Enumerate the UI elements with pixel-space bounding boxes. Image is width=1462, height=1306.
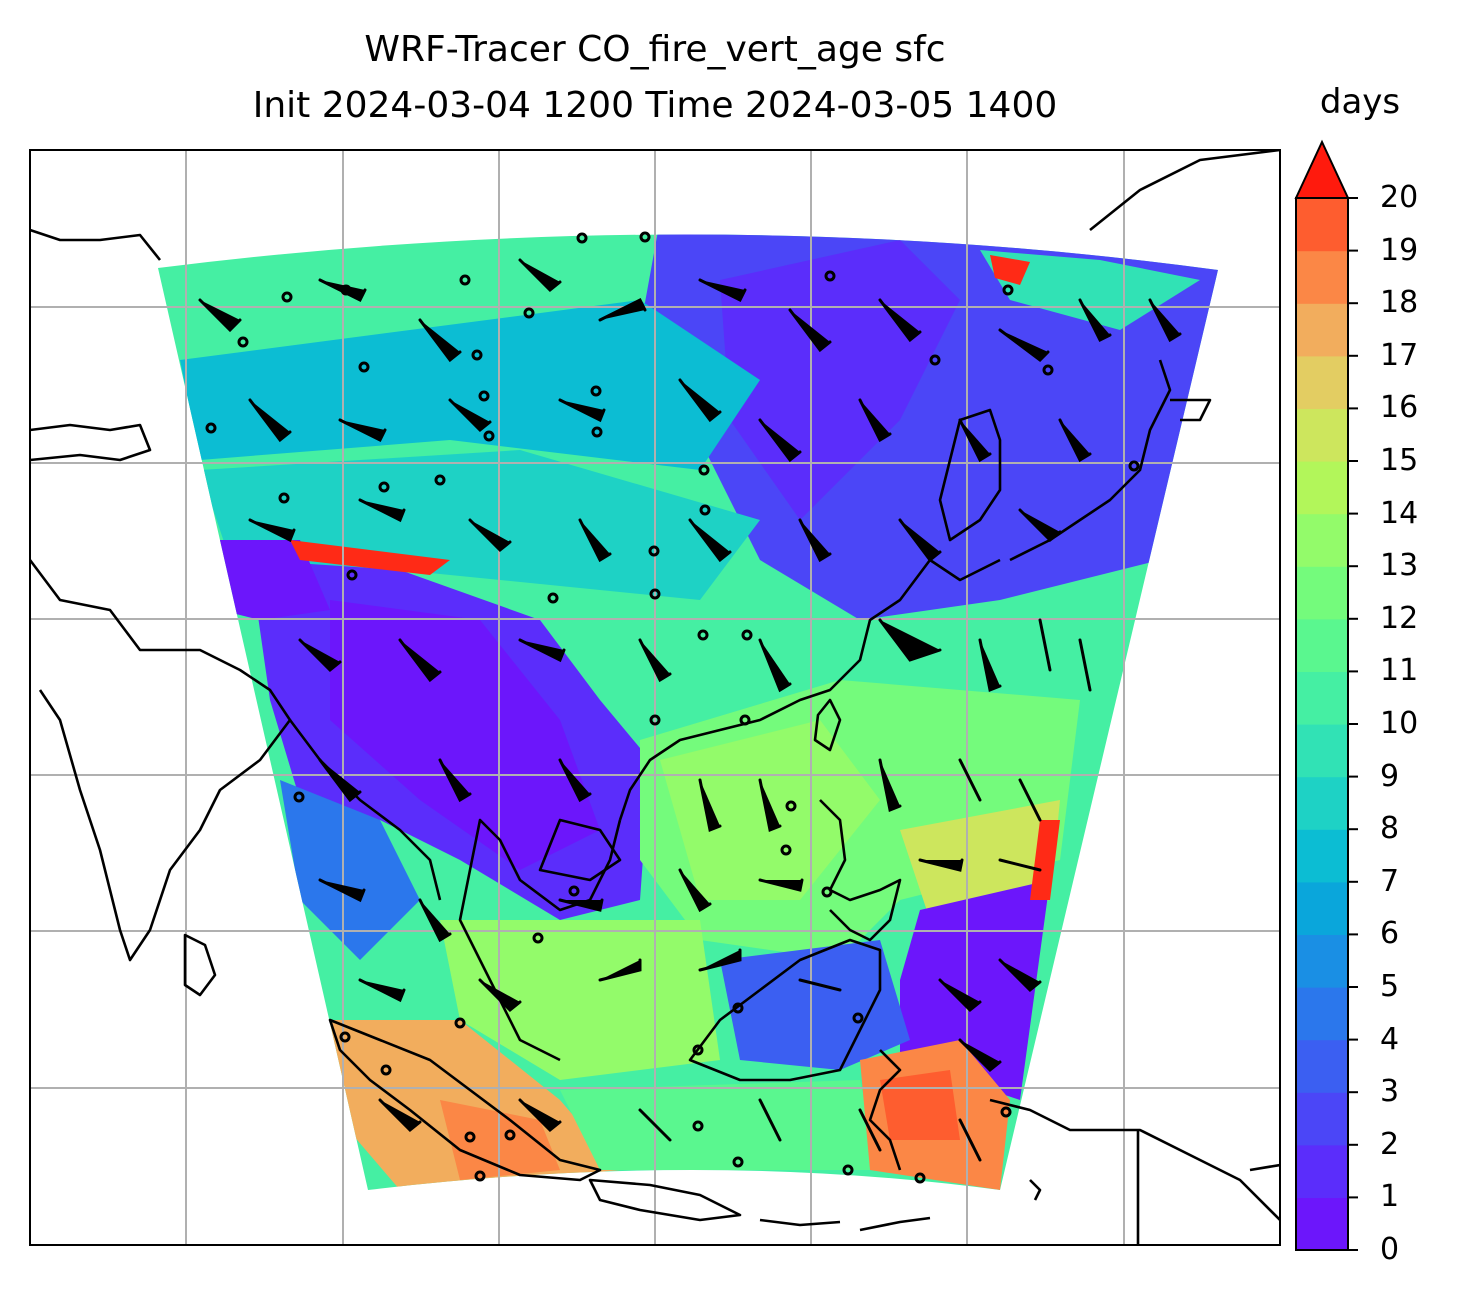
wind-barbs — [198, 258, 1182, 1162]
colorbar-extend-arrow — [1294, 139, 1350, 199]
colorbar-tick-label: 5 — [1380, 969, 1400, 1004]
colorbar-unit-label: days — [1319, 82, 1401, 122]
map-gridlines — [30, 150, 1280, 1245]
field-region-north-china-core — [720, 240, 960, 520]
colorbar-band — [1296, 618, 1348, 672]
colorbar-band — [1296, 1092, 1348, 1146]
colorbar-band — [1296, 987, 1348, 1041]
colorbar-band — [1296, 1144, 1348, 1198]
colorbar-band — [1296, 461, 1348, 515]
colorbar-tick-label: 16 — [1380, 390, 1419, 426]
plot-title-line-1: WRF-Tracer CO_fire_vert_age sfc — [364, 29, 946, 70]
colorbar-band — [1296, 250, 1348, 304]
colorbar-band — [1296, 776, 1348, 830]
colorbar-band — [1296, 671, 1348, 725]
colorbar-tick-label: 19 — [1380, 232, 1419, 268]
colorbar-band — [1296, 303, 1348, 357]
colorbar-band — [1296, 1039, 1348, 1093]
colorbar-tick-label: 10 — [1380, 706, 1419, 741]
colorbar-tick-label: 1 — [1380, 1179, 1400, 1215]
colorbar-bands — [1296, 198, 1348, 1251]
colorbar-tick-label: 6 — [1380, 916, 1400, 952]
colorbar-tick-marks — [1348, 197, 1358, 1251]
colorbar-tick-label: 12 — [1380, 600, 1419, 636]
colorbar-tick-label: 4 — [1380, 1021, 1400, 1057]
colorbar-tick-label: 20 — [1380, 180, 1419, 215]
colorbar-band — [1296, 829, 1348, 883]
colorbar-band — [1296, 355, 1348, 409]
colorbar-band — [1296, 724, 1348, 778]
colorbar-band — [1296, 513, 1348, 567]
colorbar-band — [1296, 1197, 1348, 1251]
colorbar-band — [1296, 934, 1348, 988]
colorbar-tick-label: 18 — [1380, 285, 1419, 321]
colorbar-band — [1296, 408, 1348, 462]
colorbar-tick-label: 7 — [1380, 863, 1400, 899]
colorbar-band — [1296, 566, 1348, 620]
colorbar-tick-label: 11 — [1380, 653, 1419, 689]
colorbar-tick-label: 3 — [1380, 1074, 1400, 1110]
calm-wind-circles — [205, 231, 1140, 1184]
colorbar-tick-label: 0 — [1380, 1232, 1400, 1267]
map-frame — [29, 149, 1281, 1246]
plot-title-line-2: Init 2024-03-04 1200 Time 2024-03-05 140… — [252, 85, 1058, 126]
colorbar-tick-label: 14 — [1380, 495, 1419, 531]
colorbar-tick-label: 17 — [1380, 337, 1419, 373]
colorbar-tick-label: 15 — [1380, 443, 1419, 478]
colorbar-tick-label: 9 — [1380, 758, 1400, 794]
colorbar-tick-label: 2 — [1380, 1126, 1400, 1162]
colorbar-band — [1296, 881, 1348, 935]
colorbar-tick-label: 8 — [1380, 811, 1400, 847]
coastlines — [30, 150, 1280, 1245]
colorbar-band — [1296, 198, 1348, 252]
colorbar-tick-label: 13 — [1380, 548, 1419, 584]
